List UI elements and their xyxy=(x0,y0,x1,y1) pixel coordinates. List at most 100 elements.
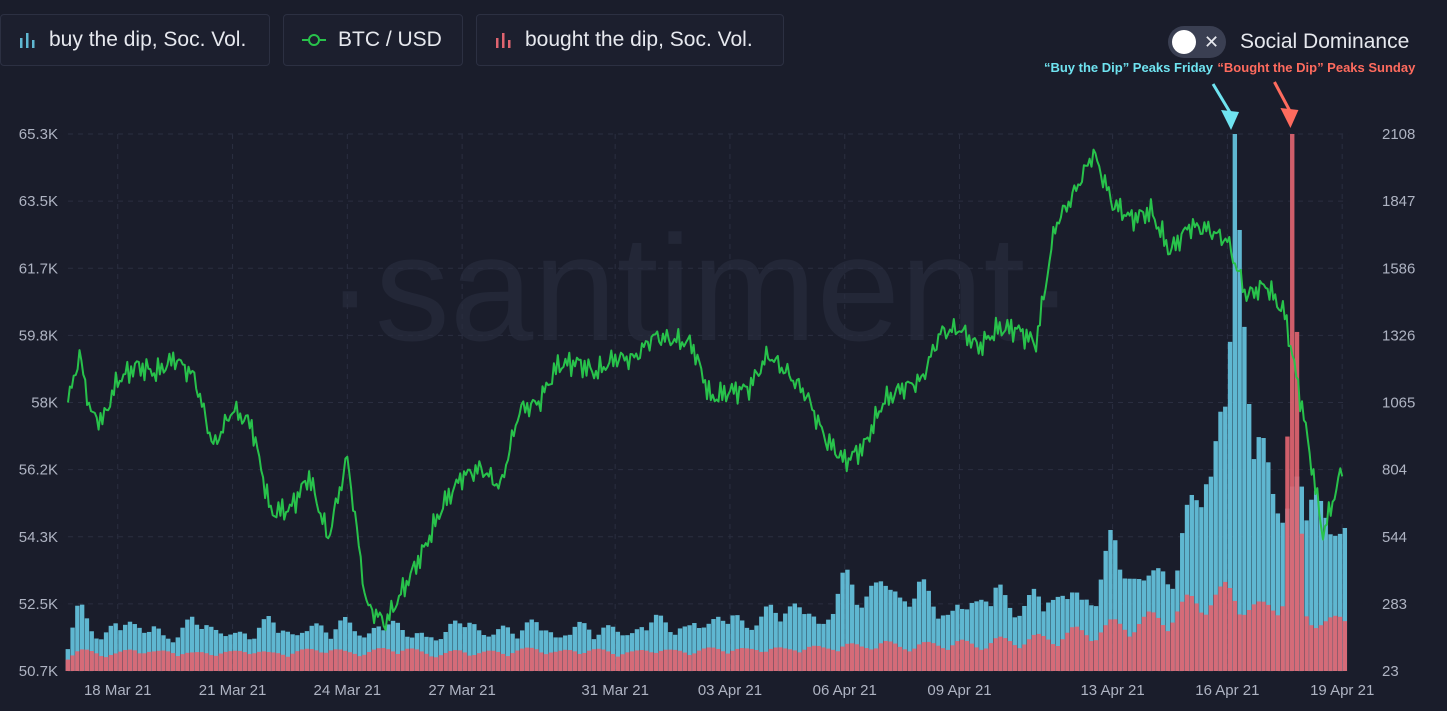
bar-bought-the-dip xyxy=(768,648,774,671)
bar-buy-the-dip xyxy=(84,618,90,671)
bar-bought-the-dip xyxy=(586,650,592,671)
bar-buy-the-dip xyxy=(1328,534,1333,671)
bar-bought-the-dip xyxy=(390,651,396,671)
bar-buy-the-dip xyxy=(175,637,180,671)
arrow-buy-the-dip xyxy=(1211,83,1233,115)
bar-bought-the-dip xyxy=(180,654,185,671)
bar-bought-the-dip xyxy=(873,648,879,671)
bar-bought-the-dip xyxy=(940,648,946,671)
bar-buy-the-dip xyxy=(199,628,204,671)
arrow-head-bought-the-dip xyxy=(1280,108,1299,128)
bar-bought-the-dip xyxy=(256,651,262,671)
bar-bought-the-dip xyxy=(496,651,501,671)
bar-bought-the-dip xyxy=(663,649,668,671)
bar-buy-the-dip xyxy=(1003,595,1008,671)
bar-buy-the-dip xyxy=(156,628,161,671)
bar-bought-the-dip xyxy=(515,650,520,671)
bar-buy-the-dip xyxy=(730,615,735,671)
bar-bought-the-dip xyxy=(1232,600,1238,671)
bar-bought-the-dip xyxy=(964,640,970,671)
bar-buy-the-dip xyxy=(261,619,267,671)
line-chart-icon xyxy=(302,34,326,46)
bar-bought-the-dip xyxy=(1194,603,1199,671)
bar-buy-the-dip xyxy=(969,602,974,671)
bar-bought-the-dip xyxy=(539,652,544,671)
bar-buy-the-dip xyxy=(869,585,874,671)
bar-bought-the-dip xyxy=(763,651,769,671)
btc-usd-line xyxy=(67,148,1344,631)
bar-bought-the-dip xyxy=(505,656,511,671)
bar-bought-the-dip xyxy=(1323,621,1328,671)
bar-bought-the-dip xyxy=(491,650,496,671)
x-tick-label: 31 Mar 21 xyxy=(581,682,649,699)
bar-bought-the-dip xyxy=(1003,638,1008,671)
watermark: ·santiment· xyxy=(325,204,1075,372)
bar-buy-the-dip xyxy=(127,621,133,671)
bar-bought-the-dip xyxy=(1280,606,1285,671)
bar-bought-the-dip xyxy=(1256,601,1261,671)
bar-bought-the-dip xyxy=(1026,639,1032,671)
bar-bought-the-dip xyxy=(209,655,214,671)
bar-buy-the-dip xyxy=(773,612,778,671)
bar-buy-the-dip xyxy=(1261,438,1266,671)
bar-bought-the-dip xyxy=(1227,587,1233,671)
bar-buy-the-dip xyxy=(850,584,855,671)
bar-buy-the-dip xyxy=(395,622,401,671)
bar-bought-the-dip xyxy=(89,651,94,671)
bar-buy-the-dip xyxy=(290,634,295,671)
bar-buy-the-dip xyxy=(778,621,783,671)
bar-bought-the-dip xyxy=(228,651,233,671)
legend-buy-the-dip[interactable]: buy the dip, Soc. Vol. xyxy=(0,14,270,66)
legend-bought-the-dip[interactable]: bought the dip, Soc. Vol. xyxy=(476,14,784,66)
bar-bought-the-dip xyxy=(1251,604,1257,671)
y-left-tick-label: 65.3K xyxy=(19,126,58,143)
bar-buy-the-dip xyxy=(1017,615,1022,671)
bar-buy-the-dip xyxy=(878,581,884,671)
bar-bought-the-dip xyxy=(974,647,979,671)
bar-bought-the-dip xyxy=(563,649,568,671)
bar-bought-the-dip xyxy=(749,648,754,671)
bar-bought-the-dip xyxy=(299,649,305,671)
bar-bought-the-dip xyxy=(132,650,137,671)
bar-bought-the-dip xyxy=(376,648,381,671)
bar-buy-the-dip xyxy=(1199,507,1204,671)
bar-buy-the-dip xyxy=(1184,504,1190,671)
bar-buy-the-dip xyxy=(362,637,367,671)
bar-buy-the-dip xyxy=(1012,617,1018,671)
bar-buy-the-dip xyxy=(945,614,951,671)
bar-bought-the-dip xyxy=(419,651,424,671)
bar-bought-the-dip xyxy=(1103,625,1108,671)
bar-buy-the-dip xyxy=(462,627,467,671)
social-dominance-toggle[interactable]: ✕ xyxy=(1168,26,1226,58)
bar-buy-the-dip xyxy=(505,627,511,671)
bar-bought-the-dip xyxy=(1070,627,1075,671)
bar-bought-the-dip xyxy=(591,649,597,671)
bar-bought-the-dip xyxy=(1218,586,1223,671)
bar-bought-the-dip xyxy=(673,649,678,671)
bar-bought-the-dip xyxy=(146,651,152,671)
bar-bought-the-dip xyxy=(534,649,539,671)
bar-bought-the-dip xyxy=(448,651,453,671)
bar-bought-the-dip xyxy=(108,654,114,671)
y-right-tick-label: 1065 xyxy=(1382,395,1415,412)
legend-btc-usd[interactable]: BTC / USD xyxy=(283,14,463,66)
bar-buy-the-dip xyxy=(902,601,908,671)
bar-bought-the-dip xyxy=(519,648,525,671)
bar-bought-the-dip xyxy=(950,645,955,671)
bar-bought-the-dip xyxy=(1328,617,1333,671)
bar-buy-the-dip xyxy=(539,630,544,671)
bar-buy-the-dip xyxy=(343,616,348,671)
bar-buy-the-dip xyxy=(75,605,80,671)
bar-buy-the-dip xyxy=(1189,494,1194,671)
arrow-bought-the-dip xyxy=(1273,81,1292,113)
bar-bought-the-dip xyxy=(1151,612,1156,671)
annotation-bought-the-dip: “Bought the Dip” Peaks Sunday xyxy=(1217,60,1416,75)
bar-bought-the-dip xyxy=(103,657,109,671)
bar-buy-the-dip xyxy=(1132,578,1137,671)
bar-bought-the-dip xyxy=(386,649,391,671)
bar-buy-the-dip xyxy=(256,627,262,671)
bar-buy-the-dip xyxy=(1318,500,1324,671)
bar-buy-the-dip xyxy=(529,619,534,671)
bar-bought-the-dip xyxy=(529,647,534,671)
